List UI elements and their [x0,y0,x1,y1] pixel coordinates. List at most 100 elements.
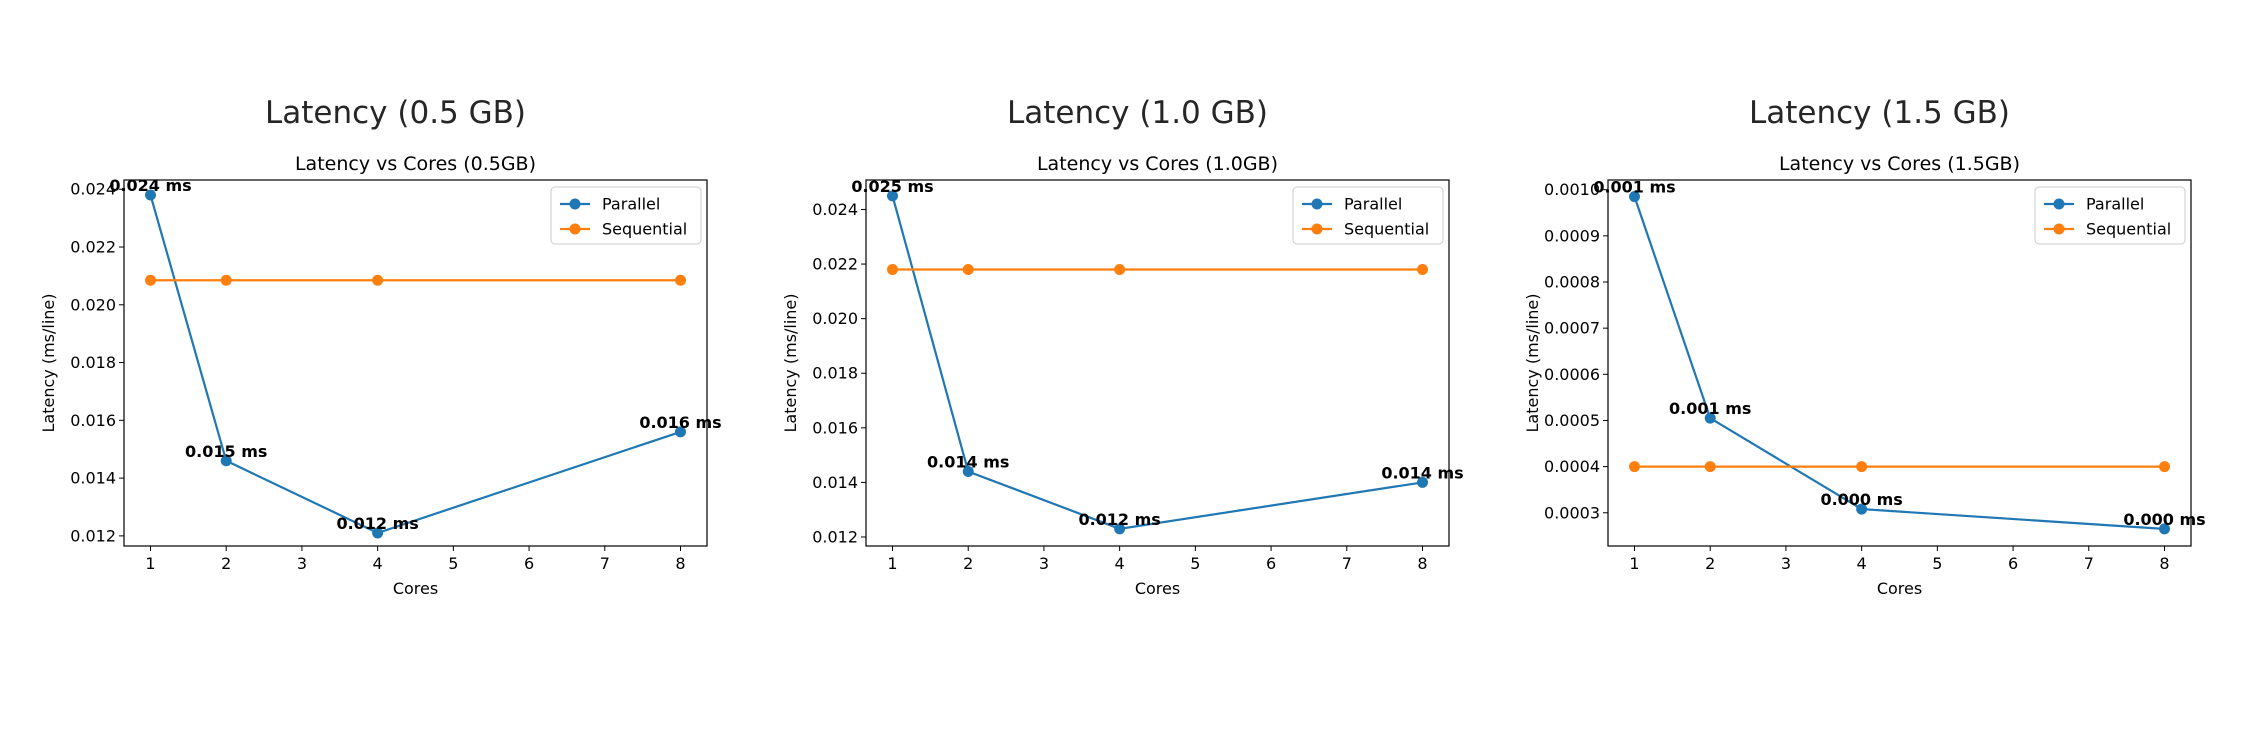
x-tick-label: 1 [145,554,155,573]
y-axis-label: Latency (ms/line) [39,294,58,433]
data-point-sequential [1114,264,1126,276]
series-line-parallel [149,194,681,535]
plot-frame [1607,179,2192,547]
data-point-sequential [887,264,898,276]
plot-title: Latency vs Cores (1.5GB) [1779,153,2020,175]
data-point-sequential [675,274,686,286]
legend-marker-parallel [569,198,581,210]
data-point-sequential [1856,461,1868,473]
y-tick-label: 0.022 [812,255,858,274]
data-point-parallel [962,465,974,477]
data-point-parallel [1417,476,1428,488]
panel-heading: Latency (1.0 GB) [1007,95,1268,131]
x-tick-label: 5 [1190,554,1200,573]
legend-marker-parallel [1311,198,1323,210]
data-label: 0.000 ms [2123,510,2205,529]
data-point-sequential [2159,461,2170,473]
data-point-sequential [372,274,384,286]
legend-entry-sequential: Sequential [1344,220,1429,239]
legend-entry-sequential: Sequential [2086,220,2171,239]
data-point-parallel [887,190,898,202]
x-tick-label: 2 [963,554,973,573]
y-tick-label: 0.0003 [1544,503,1600,522]
x-tick-label: 3 [1039,554,1049,573]
data-label: 0.000 ms [1820,490,1902,509]
data-point-parallel [220,455,232,467]
data-label: 0.025 ms [851,177,933,196]
data-point-sequential [1417,264,1428,276]
y-tick-label: 0.0009 [1544,226,1600,245]
plot-title: Latency vs Cores (0.5GB) [295,153,536,175]
data-label: 0.015 ms [185,442,267,461]
data-point-sequential [1704,461,1716,473]
y-tick-label: 0.018 [70,353,116,372]
panel-heading: Latency (1.5 GB) [1749,95,2010,131]
x-tick-label: 7 [600,554,610,573]
data-point-sequential [145,274,156,286]
legend-marker-parallel [2053,198,2065,210]
x-tick-label: 6 [2008,554,2018,573]
x-tick-label: 4 [1115,554,1125,573]
y-tick-label: 0.014 [70,469,116,488]
x-tick-label: 1 [887,554,897,573]
chart-panel-1: Latency (0.5 GB) Latency vs Cores (0.5GB)… [39,95,722,598]
y-tick-label: 0.0008 [1544,273,1600,292]
plot-frame [865,179,1450,547]
y-tick-label: 0.022 [70,238,116,257]
x-tick-label: 3 [1781,554,1791,573]
legend-marker-sequential [569,223,581,235]
x-axis-label: Cores [393,579,438,598]
x-tick-label: 8 [675,554,685,573]
data-label: 0.016 ms [639,413,721,432]
data-label: 0.012 ms [1078,510,1160,529]
series-line-parallel [891,195,1423,530]
data-point-parallel [1629,191,1640,203]
panel-heading: Latency (0.5 GB) [265,95,526,131]
data-point-sequential [220,274,232,286]
x-tick-label: 6 [1266,554,1276,573]
legend: Parallel Sequential [550,186,702,245]
x-tick-label: 8 [2159,554,2169,573]
legend-entry-sequential: Sequential [602,220,687,239]
data-point-parallel [1856,503,1868,515]
legend: Parallel Sequential [1292,186,1444,245]
chart-panel-3: Latency (1.5 GB) Latency vs Cores (1.5GB)… [1523,95,2206,598]
data-label: 0.024 ms [109,176,191,195]
series-line-parallel [1633,196,2165,531]
x-tick-label: 3 [297,554,307,573]
data-point-parallel [2159,523,2170,535]
y-tick-label: 0.0006 [1544,365,1600,384]
x-tick-label: 1 [1629,554,1639,573]
plot-title: Latency vs Cores (1.0GB) [1037,153,1278,175]
legend: Parallel Sequential [2034,186,2186,245]
data-label: 0.001 ms [1593,178,1675,197]
y-axis-label: Latency (ms/line) [1523,294,1542,433]
data-point-parallel [145,189,156,201]
y-tick-label: 0.012 [812,527,858,546]
y-tick-label: 0.016 [812,418,858,437]
legend-entry-parallel: Parallel [2086,195,2144,214]
y-tick-label: 0.012 [70,526,116,545]
plot-frame [123,179,708,547]
data-label: 0.014 ms [927,452,1009,471]
x-tick-label: 2 [1705,554,1715,573]
legend-marker-sequential [2053,223,2065,235]
x-tick-label: 5 [448,554,458,573]
x-tick-label: 7 [2084,554,2094,573]
x-axis-label: Cores [1135,579,1180,598]
data-point-parallel [1704,412,1716,424]
y-tick-label: 0.018 [812,364,858,383]
data-point-parallel [372,527,384,539]
y-tick-label: 0.0005 [1544,411,1600,430]
data-label: 0.001 ms [1669,399,1751,418]
data-label: 0.012 ms [336,514,418,533]
x-tick-label: 4 [1857,554,1867,573]
data-point-sequential [962,264,974,276]
y-tick-label: 0.0004 [1544,457,1600,476]
x-tick-label: 4 [373,554,383,573]
x-axis-label: Cores [1877,579,1922,598]
data-label: 0.014 ms [1381,463,1463,482]
y-tick-label: 0.0010 [1544,180,1600,199]
data-point-parallel [675,426,686,438]
